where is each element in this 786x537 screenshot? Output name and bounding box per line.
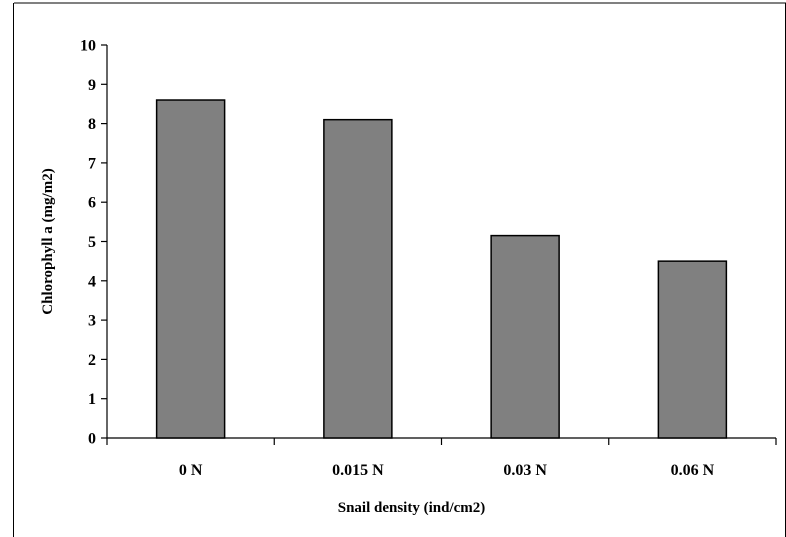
y-tick-label: 4 [88,273,96,290]
y-tick-label: 9 [88,77,96,94]
bar [490,234,560,439]
y-tick-label: 8 [88,116,96,133]
x-category-label: 0.06 N [671,462,715,479]
x-axis-title: Snail density (ind/cm2) [338,500,486,516]
y-tick-label: 2 [88,352,96,369]
y-tick-label: 0 [88,431,96,448]
y-tick-label: 6 [88,195,96,212]
x-category-label: 0.015 N [332,462,384,479]
y-axis-ticks: 0 1 2 3 4 5 6 7 8 9 10 [80,38,107,448]
x-axis-ticks [106,438,777,445]
bar [323,118,393,439]
bar [155,99,226,439]
x-category-label: 0 N [179,462,203,479]
y-tick-label: 1 [88,391,96,408]
bar [657,260,728,439]
y-axis-title: Chlorophyll a (mg/m2) [40,168,56,314]
x-category-labels: 0 N 0.015 N 0.03 N 0.06 N [179,462,715,479]
y-tick-label: 10 [80,38,96,55]
y-tick-label: 5 [88,234,96,251]
bar-series [155,99,728,439]
x-category-label: 0.03 N [503,462,547,479]
y-tick-label: 3 [88,313,96,330]
y-tick-label: 7 [88,155,96,172]
